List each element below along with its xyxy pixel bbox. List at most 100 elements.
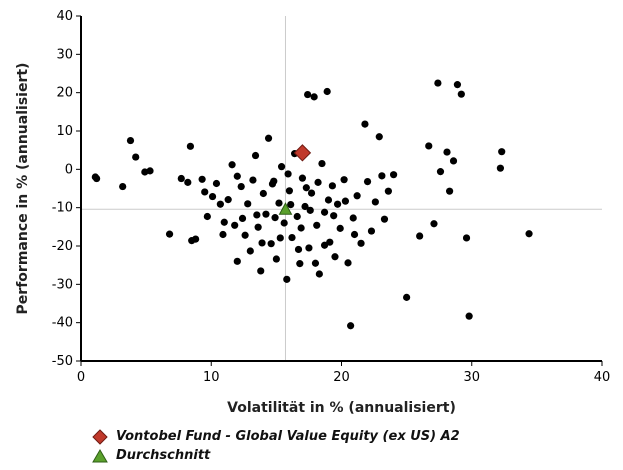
y-tick-label: 40 xyxy=(56,9,73,24)
peer-point xyxy=(425,142,433,150)
peer-point xyxy=(268,180,277,188)
peer-point xyxy=(177,174,185,183)
y-axis-title: Performance in % (annualisiert) xyxy=(15,63,31,315)
peer-point xyxy=(416,232,424,240)
average-marker xyxy=(278,202,293,215)
x-tick-label: 30 xyxy=(463,370,480,385)
peer-point xyxy=(285,187,293,195)
y-tick-label: -30 xyxy=(52,277,73,292)
peer-point xyxy=(246,247,254,255)
peer-point xyxy=(307,189,316,197)
peer-point xyxy=(384,187,392,195)
peer-point xyxy=(465,312,473,320)
peer-point xyxy=(233,257,241,265)
peer-point xyxy=(249,176,257,184)
peer-point xyxy=(341,197,350,205)
peer-point xyxy=(324,196,333,204)
peer-point xyxy=(326,238,334,246)
peer-point xyxy=(320,208,329,216)
peer-point xyxy=(198,175,206,183)
peer-point xyxy=(434,79,442,87)
peer-point xyxy=(132,153,140,161)
peer-point xyxy=(287,201,295,209)
peer-point xyxy=(305,244,313,252)
peer-point xyxy=(313,221,321,229)
peer-point xyxy=(259,189,267,198)
legend-item-fund: Vontobel Fund - Global Value Equity (ex … xyxy=(92,427,460,446)
fund-marker xyxy=(293,144,312,162)
peer-point xyxy=(275,199,283,207)
peer-point xyxy=(318,159,326,168)
peer-point xyxy=(251,151,260,160)
peer-point xyxy=(367,227,376,235)
peer-point xyxy=(304,90,312,99)
peer-point xyxy=(283,275,291,283)
peer-point xyxy=(262,210,270,218)
peer-point xyxy=(186,142,195,150)
peer-point xyxy=(449,157,458,165)
peer-point xyxy=(203,212,211,221)
peer-point xyxy=(237,182,245,191)
peer-point xyxy=(224,196,232,204)
peer-point xyxy=(238,214,247,222)
red-diamond-icon xyxy=(92,428,108,445)
peer-point xyxy=(436,168,445,176)
peer-point xyxy=(314,178,322,186)
peer-point xyxy=(272,255,280,263)
x-tick-label: 40 xyxy=(594,370,611,385)
peer-point xyxy=(241,231,249,239)
x-tick-label: 10 xyxy=(203,370,220,385)
peer-point xyxy=(264,134,273,142)
peer-point xyxy=(302,184,310,192)
peer-point xyxy=(403,293,411,301)
peer-point xyxy=(257,267,265,275)
peer-point xyxy=(293,212,301,221)
y-tick-label: 10 xyxy=(56,124,73,139)
legend-label-average: Durchschnitt xyxy=(116,448,211,463)
peer-point xyxy=(165,230,174,238)
peer-point xyxy=(380,215,389,223)
peer-point xyxy=(146,167,154,175)
peer-point xyxy=(288,233,296,242)
peer-point xyxy=(301,202,309,211)
y-tick-label: -20 xyxy=(52,239,73,254)
data-points xyxy=(91,79,533,330)
peer-point xyxy=(371,198,379,206)
peer-point xyxy=(254,223,262,231)
peer-point xyxy=(93,174,101,183)
peer-point xyxy=(310,93,318,101)
y-tick-label: -10 xyxy=(52,201,73,216)
x-axis-title: Volatilität in % (annualisiert) xyxy=(227,400,456,416)
peer-point xyxy=(184,178,192,186)
green-triangle-icon xyxy=(92,448,108,464)
peer-point xyxy=(328,182,336,190)
peer-point xyxy=(363,178,372,186)
peer-point xyxy=(498,148,506,156)
peer-point xyxy=(525,230,533,238)
peer-point xyxy=(219,230,227,239)
highlight-markers xyxy=(278,144,312,215)
peer-point xyxy=(336,224,344,232)
peer-point xyxy=(244,200,252,208)
peer-point xyxy=(390,171,398,179)
peer-point xyxy=(220,218,228,226)
peer-point xyxy=(375,133,383,141)
peer-point xyxy=(311,259,320,267)
axes: -50 -40 -30 -20 -10 0 10 20 30 40 0 10 20 30 40 xyxy=(52,9,611,385)
peer-point xyxy=(347,322,355,330)
peer-point xyxy=(208,192,217,201)
peer-point xyxy=(276,234,284,242)
x-tick-label: 0 xyxy=(77,370,85,385)
y-tick-label: 20 xyxy=(56,86,73,101)
legend: Vontobel Fund - Global Value Equity (ex … xyxy=(92,427,460,465)
peer-point xyxy=(457,90,465,98)
legend-item-average: Durchschnitt xyxy=(92,446,460,465)
peer-point xyxy=(297,224,305,232)
peer-point xyxy=(331,253,339,261)
peer-point xyxy=(284,170,292,178)
peer-point xyxy=(267,240,275,248)
peer-point xyxy=(277,163,286,171)
y-tick-label: 30 xyxy=(56,47,73,62)
